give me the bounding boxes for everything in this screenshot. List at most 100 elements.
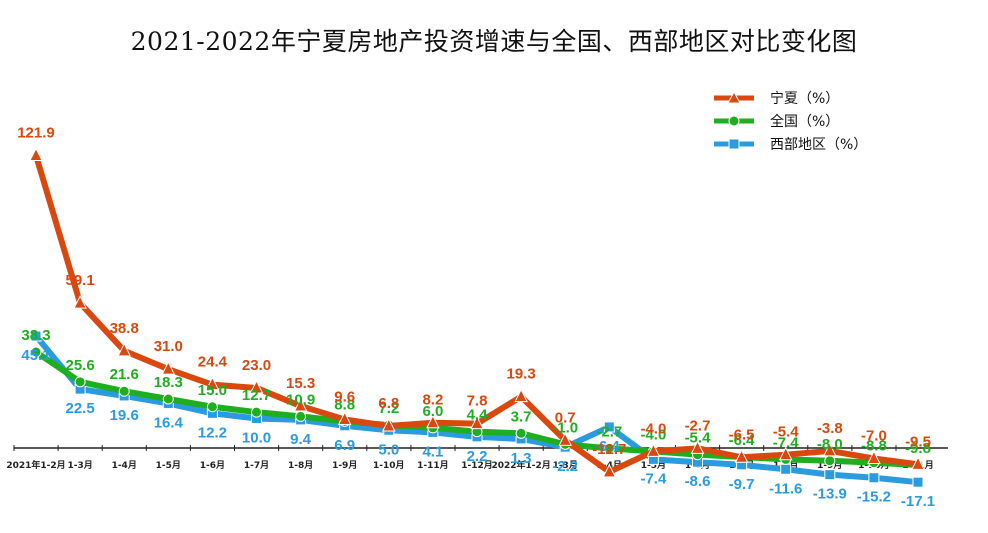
data-label: 8.8 [334, 396, 355, 413]
circle-marker [162, 393, 174, 405]
square-marker [868, 472, 880, 484]
data-label: -7.0 [861, 427, 887, 444]
x-tick-label: 2022年1-2月 [491, 459, 550, 471]
data-label: -8.6 [685, 473, 711, 490]
data-label: -9.7 [729, 476, 755, 493]
data-label: 31.0 [154, 338, 183, 355]
square-marker [780, 463, 792, 475]
circle-marker [206, 401, 218, 413]
data-label: -9.5 [905, 433, 931, 450]
data-label: 15.0 [198, 382, 227, 399]
data-label: -4.0 [640, 420, 666, 437]
data-label: 38.3 [21, 327, 50, 344]
data-label: -2.7 [685, 417, 711, 434]
square-marker [824, 469, 836, 481]
data-label: 9.6 [334, 388, 355, 405]
data-label: -6.4 [729, 432, 756, 449]
data-label: -6.5 [729, 426, 755, 443]
data-label: 12.7 [242, 387, 271, 404]
square-marker [30, 330, 42, 342]
x-tick-label: 1-4月 [112, 460, 137, 471]
triangle-marker [602, 463, 617, 478]
x-tick-label: 1-11月 [417, 460, 449, 471]
triangle-marker [381, 417, 396, 432]
x-tick-label: 1-12月 [461, 460, 493, 471]
data-label: 38.8 [110, 320, 139, 337]
data-label: 6.0 [422, 403, 443, 420]
series-lines [29, 147, 925, 488]
chart-title: 2021-2022年宁夏房地产投资增速与全国、西部地区对比变化图 [130, 27, 858, 56]
triangle-marker [161, 361, 176, 375]
circle-marker [118, 385, 130, 397]
data-label: 22.5 [65, 400, 94, 417]
data-label: -13.9 [813, 486, 847, 503]
triangle-marker [690, 440, 705, 454]
data-label: 10.9 [286, 391, 315, 408]
data-label: 4.1 [422, 443, 443, 460]
circle-marker-icon [714, 115, 754, 126]
circle-marker [30, 346, 42, 358]
data-label: -11.6 [769, 480, 802, 497]
triangle-marker [426, 414, 440, 429]
data-label: -9.8 [905, 440, 931, 457]
x-tick-label: 1-7月 [244, 460, 269, 471]
x-tick-label: 1-3月 [553, 460, 578, 471]
data-label: -8.0 [817, 436, 843, 453]
data-label: 23.0 [242, 357, 271, 374]
triangle-marker [205, 376, 220, 391]
legend-label: 全国（%） [770, 113, 840, 130]
circle-marker [295, 410, 307, 422]
data-label: 1.3 [511, 450, 532, 467]
x-tick-label: 1-5月 [156, 460, 181, 471]
triangle-marker [734, 449, 749, 463]
data-label: -4.0 [640, 426, 666, 443]
data-label: 18.3 [154, 374, 183, 391]
legend-item-national: 全国（%） [712, 109, 867, 132]
triangle-marker [778, 446, 793, 461]
triangle-marker [29, 147, 43, 162]
data-label: -15.2 [857, 489, 891, 506]
legend-label: 西部地区（%） [770, 136, 868, 153]
x-tick-label: 1-6月 [200, 460, 225, 471]
triangle-marker [293, 397, 308, 412]
data-label: 9.4 [290, 431, 312, 448]
data-label: 121.9 [17, 125, 55, 142]
triangle-marker [822, 442, 837, 457]
data-label: -5.4 [685, 430, 712, 447]
data-label: 19.3 [506, 366, 535, 383]
data-label: 6.8 [378, 395, 399, 412]
x-tick-label: 2021年1-2月 [6, 459, 65, 471]
data-label: -5.4 [773, 424, 800, 441]
chart-legend: 宁夏（%） 全国（%） 西部地区（%） [712, 86, 867, 155]
data-label: 5.0 [378, 441, 399, 458]
data-label: 8.2 [422, 392, 443, 409]
x-tick-label: 1-5月 [641, 460, 666, 471]
data-label: 10.0 [242, 430, 271, 447]
legend-label: 宁夏（%） [770, 90, 840, 107]
triangle-marker-icon [714, 90, 754, 103]
triangle-marker [646, 443, 661, 457]
data-labels: 45.122.5 19.6 16.412.2 10.0 9.4 6.9 5.0 4.1 2.2 1… [17, 125, 935, 511]
data-label: 2.2 [467, 448, 488, 465]
data-label: 16.4 [154, 414, 184, 431]
triangle-marker [867, 450, 881, 464]
data-label: 45.1 [21, 347, 50, 364]
x-tick-label: 1-3月 [67, 460, 92, 471]
legend-item-west: 西部地区（%） [712, 132, 867, 155]
triangle-marker [249, 379, 264, 394]
triangle-marker [558, 432, 573, 446]
data-label: -7.4 [640, 470, 667, 487]
data-label: -12.7 [592, 441, 626, 458]
triangle-marker [73, 294, 87, 309]
data-label: 0.7 [555, 409, 576, 426]
data-label: 59.1 [65, 272, 94, 289]
square-marker-icon [714, 138, 754, 149]
triangle-marker [470, 415, 484, 430]
circle-marker [603, 442, 615, 454]
square-marker [912, 476, 924, 488]
data-label: -2.7 [596, 423, 622, 440]
triangle-marker [117, 342, 132, 357]
data-label: 15.3 [286, 375, 315, 392]
x-tick-label: 1-8月 [288, 460, 313, 471]
